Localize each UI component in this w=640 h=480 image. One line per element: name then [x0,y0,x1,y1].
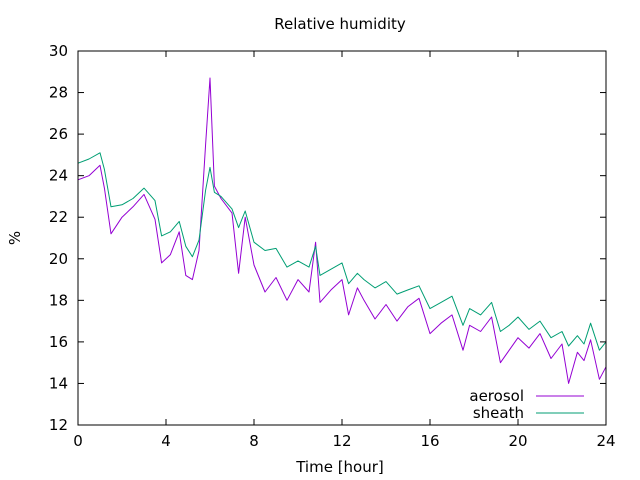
x-tick-label: 8 [249,432,259,450]
x-axis: 0 4 8 12 16 20 24 [73,51,616,450]
y-tick-label: 12 [49,416,68,434]
y-tick-label: 26 [49,125,68,143]
y-tick-label: 18 [49,291,68,309]
x-tick-label: 12 [332,432,351,450]
y-tick-label: 20 [49,250,68,268]
legend-label-sheath: sheath [473,404,524,422]
x-tick-label: 24 [596,432,615,450]
y-axis-label: % [6,231,24,245]
y-tick-label: 14 [49,374,68,392]
legend-label-aerosol: aerosol [469,387,524,405]
series-line-aerosol [77,77,607,384]
x-tick-label: 20 [508,432,527,450]
plot-frame [77,50,607,426]
y-tick-label: 22 [49,208,68,226]
series-line-sheath [77,152,607,351]
x-axis-label: Time [hour] [295,458,384,476]
x-tick-label: 0 [73,432,83,450]
x-tick-label: 16 [420,432,439,450]
y-tick-label: 28 [49,84,68,102]
y-tick-label: 16 [49,333,68,351]
x-tick-label: 4 [161,432,171,450]
y-axis: 12 14 16 18 20 22 24 26 28 30 [49,42,606,434]
y-tick-label: 30 [49,42,68,60]
y-tick-label: 24 [49,167,68,185]
chart-title: Relative humidity [274,15,406,33]
series-layer [77,77,607,384]
